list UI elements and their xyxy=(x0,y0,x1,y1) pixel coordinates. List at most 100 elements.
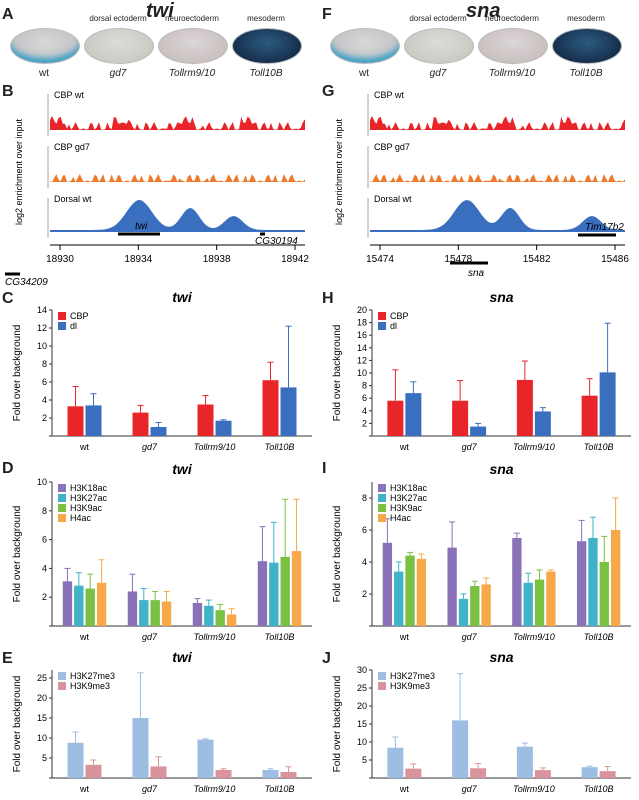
bar-H3K9ac-2 xyxy=(534,579,545,626)
bar-H3K27me3-1 xyxy=(132,718,149,778)
bar-H3K27ac-0 xyxy=(74,585,84,626)
legend-label-1: H3K27ac xyxy=(70,493,108,503)
embryo-image-1 xyxy=(84,28,154,64)
chart-y-tick-label: 6 xyxy=(362,525,367,535)
chart-y-tick-label: 20 xyxy=(357,701,367,711)
embryo-top-label-2: neuroectoderm xyxy=(485,14,539,23)
methylation-chart-right: sna Fold over background 5 10 15 20 25 30 wt gd7 T… xyxy=(332,649,631,794)
gene-label-2: CG34209 xyxy=(5,277,48,288)
chart-y-tick-label: 15 xyxy=(357,719,367,729)
bar-dl-2 xyxy=(534,411,551,436)
legend-label-0: H3K27me3 xyxy=(70,671,115,681)
bar-H4ac-0 xyxy=(416,558,427,626)
bar-H4ac-2 xyxy=(226,614,237,626)
legend-label-0: H3K18ac xyxy=(390,483,428,493)
legend-swatch-3 xyxy=(378,514,386,522)
panel-letter-i: I xyxy=(322,460,327,477)
bar-H4ac-1 xyxy=(161,601,172,626)
panel-letter-h: H xyxy=(322,290,334,307)
bar-dl-3 xyxy=(280,387,297,436)
genome-tick-label-1: 15478 xyxy=(444,254,472,265)
chart-y-tick-label: 20 xyxy=(37,693,47,703)
track-panel-left: log2 enrichment over input CBP wt CBP gd7 D… xyxy=(5,90,309,288)
bar-H3K9me3-2 xyxy=(215,770,232,778)
legend-label-1: H3K9me3 xyxy=(70,681,110,691)
bar-H3K27ac-2 xyxy=(204,605,214,626)
chart-y-tick-label: 10 xyxy=(37,477,47,487)
genome-tick-label-3: 15486 xyxy=(601,254,629,265)
chart-y-tick-label: 12 xyxy=(37,323,47,333)
chart-y-tick-label: 12 xyxy=(357,355,367,365)
embryo-top-label-3: mesoderm xyxy=(247,14,285,23)
chart-x-tick-label: wt xyxy=(399,442,409,452)
bar-H3K27ac-1 xyxy=(458,598,469,626)
genome-tick-label-0: 15474 xyxy=(366,254,394,265)
chart-x-tick-label: Toll10B xyxy=(265,632,295,642)
bar-H4ac-3 xyxy=(291,551,302,626)
chart-x-tick-label: Toll10B xyxy=(584,442,614,452)
bar-H3K18ac-2 xyxy=(512,538,522,626)
embryo-image-0 xyxy=(10,28,80,64)
bar-CBP-1 xyxy=(452,400,469,436)
gene-label-1: CG30194 xyxy=(255,236,298,247)
chart-x-tick-label: wt xyxy=(79,442,89,452)
legend-swatch-0 xyxy=(58,484,66,492)
track-label-2: Dorsal wt xyxy=(374,194,412,204)
bar-H3K18ac-3 xyxy=(257,561,268,626)
chart-y-tick-label: 5 xyxy=(42,753,47,763)
chart-y-label: Fold over background xyxy=(332,506,343,603)
chart-x-tick-label: Toll10B xyxy=(584,784,614,794)
chart-y-tick-label: 4 xyxy=(362,557,367,567)
track-coverage-1 xyxy=(370,174,625,182)
bar-CBP-0 xyxy=(67,406,84,436)
bar-CBP-2 xyxy=(197,404,214,436)
bar-H3K27ac-0 xyxy=(394,571,404,626)
bar-dl-2 xyxy=(215,420,232,436)
embryo-label-2: Tollrm9/10 xyxy=(168,68,216,79)
bar-H3K9ac-1 xyxy=(150,600,160,626)
bar-H3K27ac-3 xyxy=(269,562,279,626)
bar-H3K27me3-2 xyxy=(197,739,214,778)
chart-y-tick-label: 8 xyxy=(42,359,47,369)
chart-y-label: Fold over background xyxy=(332,325,343,422)
bar-H3K18ac-1 xyxy=(127,591,138,626)
chart-y-tick-label: 14 xyxy=(357,343,367,353)
chart-y-tick-label: 15 xyxy=(37,713,47,723)
chart-y-tick-label: 2 xyxy=(42,413,47,423)
gene-label-0: twi xyxy=(135,221,148,232)
legend-label-0: CBP xyxy=(70,311,89,321)
track-coverage-0 xyxy=(370,116,625,130)
bar-CBP-2 xyxy=(516,379,533,436)
track-label-1: CBP gd7 xyxy=(374,142,410,152)
chart-title: twi xyxy=(172,649,193,665)
panel-letter-c: C xyxy=(2,290,14,307)
panel-letter-e: E xyxy=(2,650,13,667)
bar-dl-0 xyxy=(405,393,422,436)
tracks-y-axis-label: log2 enrichment over input xyxy=(334,118,344,225)
chart-title: twi xyxy=(172,289,193,305)
chart-y-tick-label: 10 xyxy=(357,737,367,747)
embryo-label-3: Toll10B xyxy=(249,68,283,79)
legend-swatch-0 xyxy=(378,484,386,492)
cbp-dl-chart-left: twi Fold over background 2 4 6 8 10 12 14 wt gd7 To… xyxy=(12,289,312,452)
chart-y-tick-label: 5 xyxy=(362,755,367,765)
embryo-label-2: Tollrm9/10 xyxy=(488,68,536,79)
chart-title: sna xyxy=(489,649,513,665)
bar-H3K9me3-1 xyxy=(470,768,487,778)
chart-x-tick-label: wt xyxy=(79,632,89,642)
bar-H3K9ac-0 xyxy=(405,555,415,626)
chart-y-tick-label: 6 xyxy=(42,535,47,545)
track-coverage-0 xyxy=(50,116,305,130)
panel-letter-d: D xyxy=(2,460,14,477)
legend-label-1: H3K27ac xyxy=(390,493,428,503)
bar-H3K18ac-3 xyxy=(576,541,587,626)
bar-H3K9ac-3 xyxy=(599,562,609,626)
bar-H3K27ac-1 xyxy=(139,600,149,626)
chart-x-tick-label: Tollrm9/10 xyxy=(194,442,236,452)
tracks-y-axis-label: log2 enrichment over input xyxy=(14,118,24,225)
track-label-0: CBP wt xyxy=(374,90,404,100)
embryo-image-3 xyxy=(552,28,622,64)
bar-H4ac-3 xyxy=(610,530,621,626)
acetylation-chart-left: twi Fold over background 2 4 6 8 10 wt gd7 Tollrm… xyxy=(12,461,312,642)
panel-letter-b: B xyxy=(2,83,14,100)
